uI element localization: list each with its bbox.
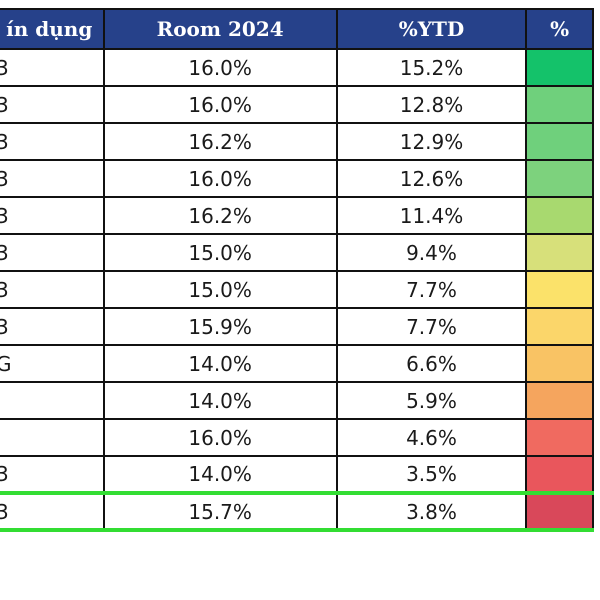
table-row: 315.7%3.8% [0,491,594,532]
bank-name-cell: 3 [0,122,105,161]
heat-color-cell [525,270,594,309]
heat-color-cell [525,491,594,532]
bank-name-cell: 3 [0,196,105,235]
bank-name-cell: 3 [0,455,105,494]
bank-name-cell: 3 [0,307,105,346]
heat-color-cell [525,418,594,457]
table-row: 316.2%11.4% [0,196,594,235]
room-2024-cell: 16.0% [102,85,338,124]
bank-name-cell: 3 [0,48,105,87]
ytd-cell: 4.6% [335,418,528,457]
heat-color-cell [525,455,594,494]
bank-name-cell [0,418,105,457]
bank-name-cell: 3 [0,85,105,124]
room-2024-cell: 14.0% [102,381,338,420]
room-2024-cell: 15.7% [102,491,338,532]
bank-name-cell: G [0,344,105,383]
bank-name-cell: 3 [0,159,105,198]
room-2024-cell: 16.2% [102,196,338,235]
table-row: G14.0%6.6% [0,344,594,383]
table-row: 316.0%12.6% [0,159,594,198]
room-2024-cell: 15.0% [102,270,338,309]
header-room-2024: Room 2024 [102,8,338,50]
room-2024-cell: 16.2% [102,122,338,161]
heat-color-cell [525,48,594,87]
ytd-cell: 6.6% [335,344,528,383]
header-ytd: %YTD [335,8,528,50]
header-bank-credit: ín dụng [0,8,105,50]
table-row: 315.0%9.4% [0,233,594,272]
heat-color-cell [525,122,594,161]
ytd-cell: 12.9% [335,122,528,161]
ytd-cell: 12.8% [335,85,528,124]
table-row: 316.0%12.8% [0,85,594,124]
room-2024-cell: 16.0% [102,418,338,457]
ytd-cell: 3.5% [335,455,528,494]
heat-color-cell [525,196,594,235]
bank-name-cell: 3 [0,491,105,532]
credit-room-table: ín dụng Room 2024 %YTD % 316.0%15.2%316.… [0,8,594,532]
room-2024-cell: 14.0% [102,344,338,383]
table-row: 16.0% 4.6% [0,418,594,457]
header-percent: % [525,8,594,50]
ytd-cell: 15.2% [335,48,528,87]
heat-color-cell [525,85,594,124]
table-row: 14.0% 5.9% [0,381,594,420]
heat-color-cell [525,344,594,383]
table-header-row: ín dụng Room 2024 %YTD % [0,8,594,50]
bank-name-cell [0,381,105,420]
ytd-cell: 7.7% [335,307,528,346]
bank-name-cell: 3 [0,233,105,272]
room-2024-cell: 15.0% [102,233,338,272]
table-row: 316.0%15.2% [0,48,594,87]
heat-color-cell [525,159,594,198]
room-2024-cell: 16.0% [102,48,338,87]
ytd-cell: 9.4% [335,233,528,272]
ytd-cell: 7.7% [335,270,528,309]
table-row: 314.0%3.5% [0,455,594,494]
heat-color-cell [525,381,594,420]
room-2024-cell: 15.9% [102,307,338,346]
room-2024-cell: 16.0% [102,159,338,198]
bank-name-cell: 3 [0,270,105,309]
heat-color-cell [525,307,594,346]
ytd-cell: 5.9% [335,381,528,420]
table-row: 315.0%7.7% [0,270,594,309]
room-2024-cell: 14.0% [102,455,338,494]
table-body: 316.0%15.2%316.0%12.8%316.2%12.9%316.0%1… [0,48,594,532]
table-row: 315.9%7.7% [0,307,594,346]
heat-color-cell [525,233,594,272]
ytd-cell: 12.6% [335,159,528,198]
ytd-cell: 3.8% [335,491,528,532]
table-row: 316.2%12.9% [0,122,594,161]
ytd-cell: 11.4% [335,196,528,235]
